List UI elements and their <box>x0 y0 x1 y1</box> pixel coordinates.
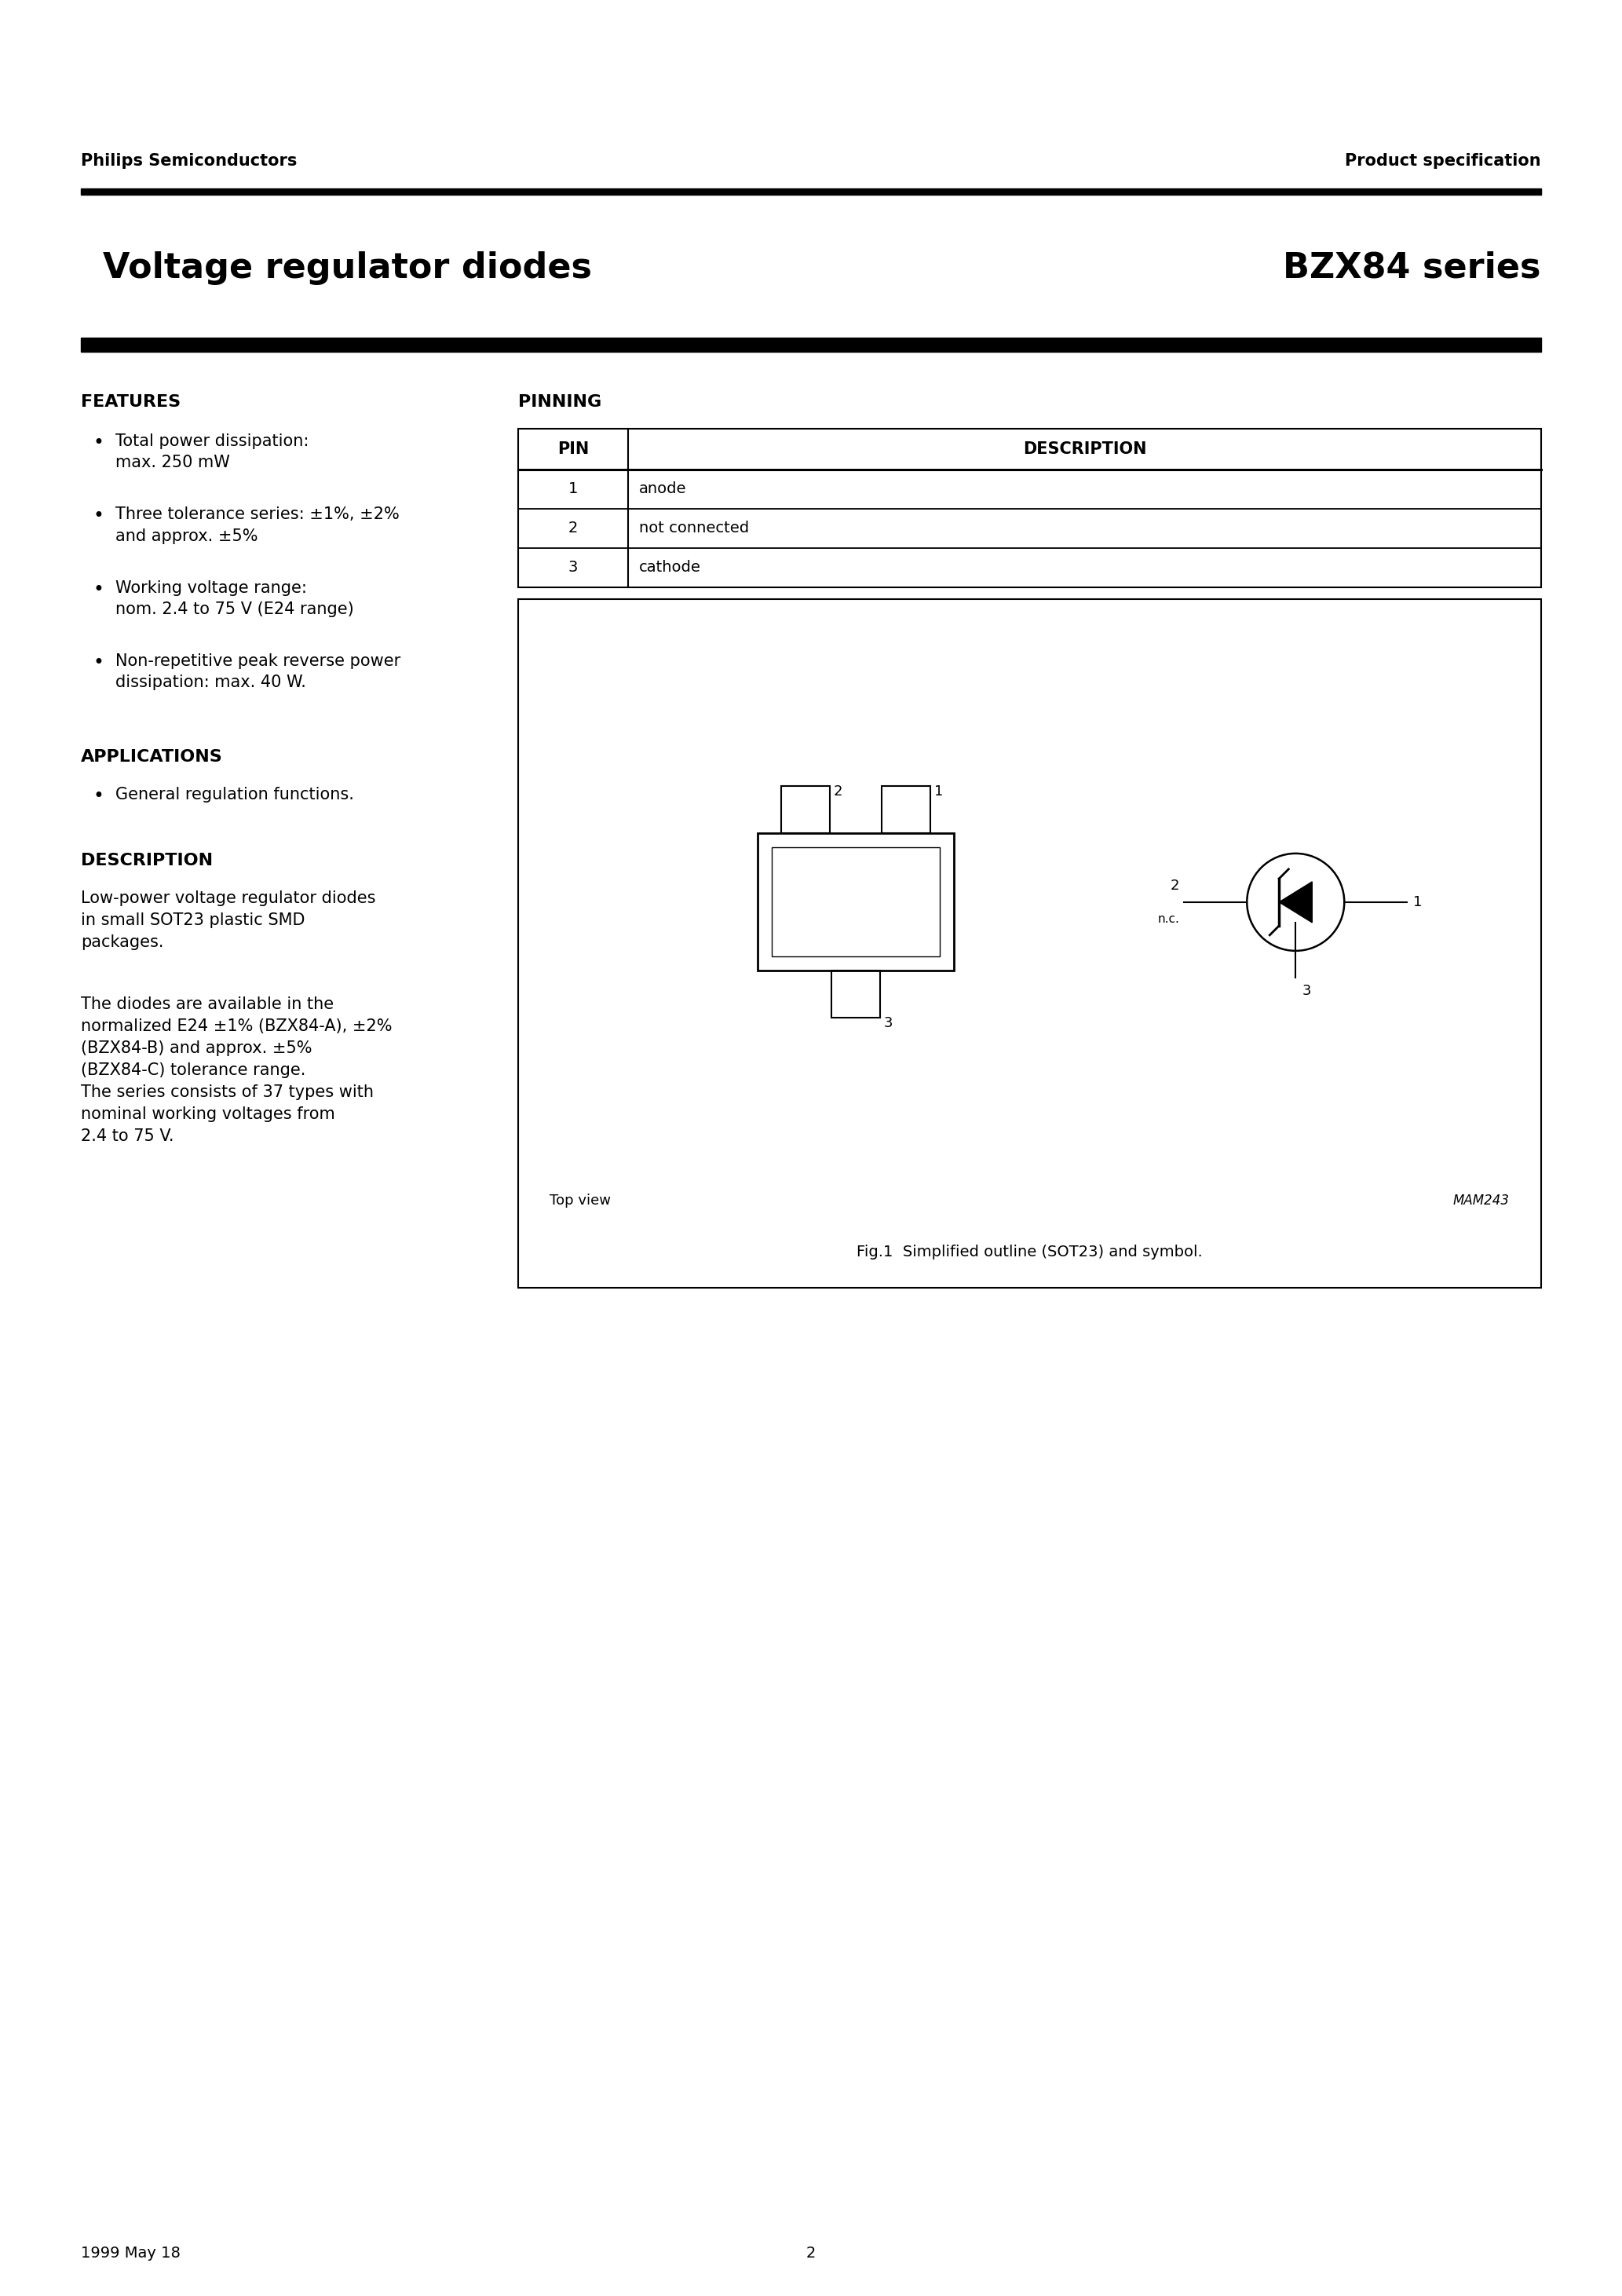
Text: •: • <box>94 581 104 599</box>
Bar <box>757 833 954 971</box>
Text: 2: 2 <box>568 521 577 535</box>
Text: cathode: cathode <box>639 560 701 576</box>
Text: •: • <box>94 654 104 673</box>
Text: 2: 2 <box>834 785 843 799</box>
Text: •: • <box>94 507 104 526</box>
Bar <box>81 188 1541 195</box>
Text: The diodes are available in the
normalized E24 ±1% (BZX84-A), ±2%
(BZX84-B) and : The diodes are available in the normaliz… <box>81 996 393 1143</box>
Text: •: • <box>94 788 104 806</box>
Text: Non-repetitive peak reverse power
dissipation: max. 40 W.: Non-repetitive peak reverse power dissip… <box>115 654 401 691</box>
Text: PIN: PIN <box>558 441 589 457</box>
Bar <box>882 785 931 833</box>
Text: Low-power voltage regulator diodes
in small SOT23 plastic SMD
packages.: Low-power voltage regulator diodes in sm… <box>81 891 376 951</box>
Text: APPLICATIONS: APPLICATIONS <box>81 748 222 765</box>
Text: •: • <box>94 434 104 452</box>
Bar <box>517 429 1541 471</box>
Text: Fig.1  Simplified outline (SOT23) and symbol.: Fig.1 Simplified outline (SOT23) and sym… <box>856 1244 1202 1261</box>
Text: PINNING: PINNING <box>517 395 602 411</box>
Text: 1: 1 <box>568 482 577 496</box>
Text: 1999 May 18: 1999 May 18 <box>81 2245 180 2262</box>
Text: 1: 1 <box>1413 895 1422 909</box>
Bar <box>782 785 830 833</box>
Text: FEATURES: FEATURES <box>81 395 180 411</box>
Text: n.c.: n.c. <box>1158 914 1179 925</box>
Text: Voltage regulator diodes: Voltage regulator diodes <box>102 250 592 285</box>
Text: 2: 2 <box>1171 879 1179 893</box>
Bar <box>517 429 1541 588</box>
Text: Working voltage range:
nom. 2.4 to 75 V (E24 range): Working voltage range: nom. 2.4 to 75 V … <box>115 581 354 618</box>
Text: Three tolerance series: ±1%, ±2%
and approx. ±5%: Three tolerance series: ±1%, ±2% and app… <box>115 507 399 544</box>
Text: 3: 3 <box>568 560 577 576</box>
Bar <box>832 971 881 1017</box>
Text: Product specification: Product specification <box>1345 154 1541 170</box>
Text: 1: 1 <box>934 785 942 799</box>
Polygon shape <box>1280 882 1312 923</box>
Text: Philips Semiconductors: Philips Semiconductors <box>81 154 297 170</box>
Bar <box>772 847 939 957</box>
Bar <box>81 338 1541 351</box>
Text: Top view: Top view <box>550 1194 611 1208</box>
Text: Total power dissipation:
max. 250 mW: Total power dissipation: max. 250 mW <box>115 434 308 471</box>
Text: not connected: not connected <box>639 521 749 535</box>
Text: 3: 3 <box>1302 983 1311 999</box>
Text: DESCRIPTION: DESCRIPTION <box>81 852 212 868</box>
Text: anode: anode <box>639 482 686 496</box>
Text: BZX84 series: BZX84 series <box>1283 250 1541 285</box>
Text: 2: 2 <box>806 2245 816 2262</box>
Text: DESCRIPTION: DESCRIPTION <box>1023 441 1147 457</box>
Bar <box>517 599 1541 1288</box>
Text: 3: 3 <box>884 1017 894 1031</box>
Text: General regulation functions.: General regulation functions. <box>115 788 354 801</box>
Text: MAM243: MAM243 <box>1453 1194 1510 1208</box>
